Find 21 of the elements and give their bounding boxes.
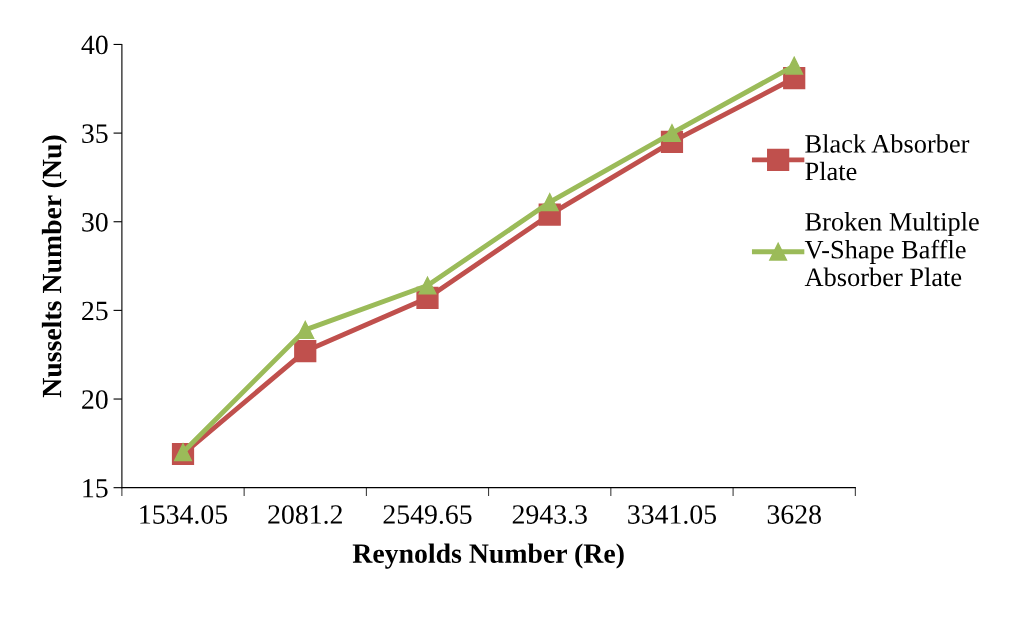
y-tick-label: 20 xyxy=(82,390,108,409)
x-tick-label: 2081.2 xyxy=(268,505,342,525)
point xyxy=(785,56,804,75)
y-tick-label: 40 xyxy=(81,35,108,55)
x-tick-label: 3341.05 xyxy=(628,505,717,525)
y-axis-title: Nusselts Number (Nu) xyxy=(41,135,68,398)
y-tick-label: 25 xyxy=(82,301,108,321)
point xyxy=(296,320,315,339)
y-tick-label: 30 xyxy=(82,212,108,232)
y-tick-label: 15 xyxy=(83,478,108,498)
x-tick-label: 2549.65 xyxy=(383,505,472,525)
x-tick-label: 3628 xyxy=(767,505,821,524)
x-tick-label: 2943.3 xyxy=(512,505,587,525)
legend-label: Broken Multiple V-Shape Baffle Absorber Plate xyxy=(804,212,979,287)
point xyxy=(294,340,317,363)
legend-label: Black Absorber Plate xyxy=(805,134,970,181)
point xyxy=(418,276,437,295)
x-axis-title: Reynolds Number (Re) xyxy=(352,543,624,569)
y-tick-label: 35 xyxy=(82,124,108,144)
x-tick-label: 1534.05 xyxy=(140,505,228,525)
point xyxy=(540,193,559,212)
